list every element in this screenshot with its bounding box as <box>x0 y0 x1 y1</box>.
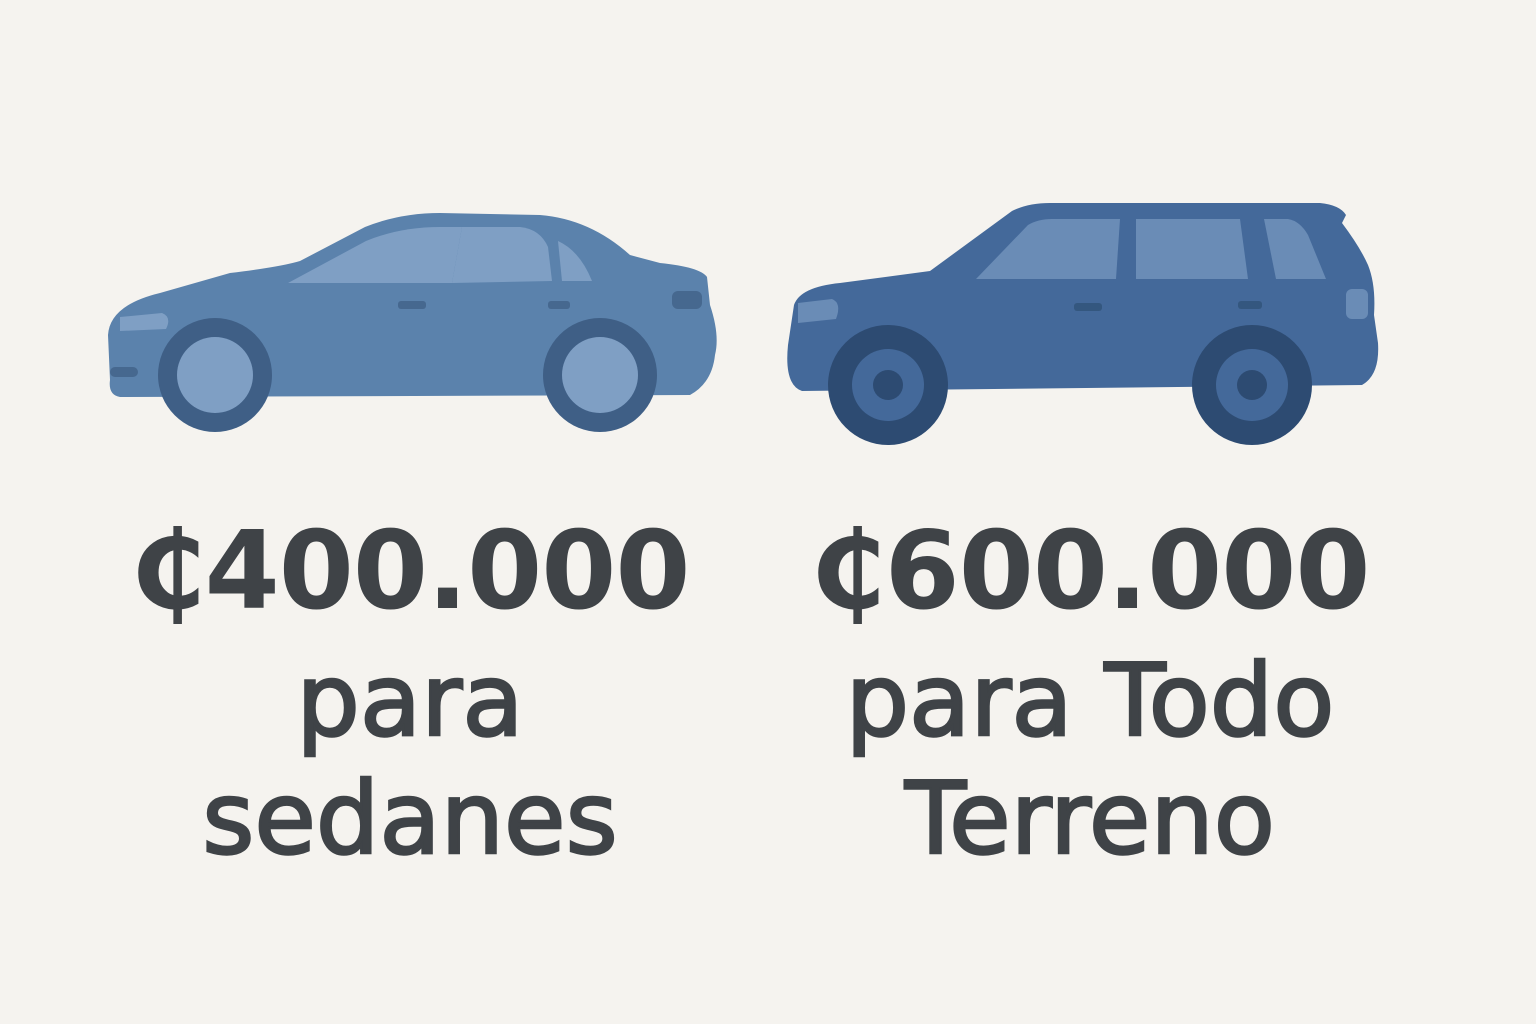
sedan-rear-hub <box>177 337 253 413</box>
suv-middle-window <box>1136 219 1248 279</box>
suv-door-handle <box>1074 303 1102 311</box>
suv-rear-hub-center <box>1237 370 1267 400</box>
sedan-desc-line2: sedanes <box>201 759 619 879</box>
suv-front-window <box>976 219 1120 279</box>
suv-door-handle <box>1238 301 1262 309</box>
sedan-door-handle <box>548 301 570 309</box>
suv-car-icon <box>787 203 1379 445</box>
sedan-rear-window <box>288 227 462 283</box>
suv-rear-window <box>1264 219 1326 279</box>
sedan-caption: ₵400.000 para sedanes <box>100 509 720 879</box>
suv-headlight <box>798 299 839 323</box>
sedan-desc-line1: para <box>295 641 525 761</box>
suv-taillight <box>1346 289 1368 319</box>
suv-price: ₵600.000 <box>810 509 1370 634</box>
suv-caption: ₵600.000 para Todo Terreno <box>790 509 1390 879</box>
sedan-taillight <box>672 291 702 309</box>
sedan-headlight <box>120 313 169 331</box>
sedan-front-window <box>452 227 552 283</box>
sedan-price: ₵400.000 <box>130 509 690 634</box>
sedan-fog-light <box>110 367 138 377</box>
sedan-door-handle <box>398 301 426 309</box>
sedan-car-icon <box>108 213 717 432</box>
suv-front-hub-center <box>873 370 903 400</box>
suv-desc-line2: Terreno <box>904 759 1276 879</box>
sedan-quarter-window <box>558 241 592 281</box>
suv-desc-line1: para Todo <box>844 641 1335 761</box>
sedan-front-hub <box>562 337 638 413</box>
